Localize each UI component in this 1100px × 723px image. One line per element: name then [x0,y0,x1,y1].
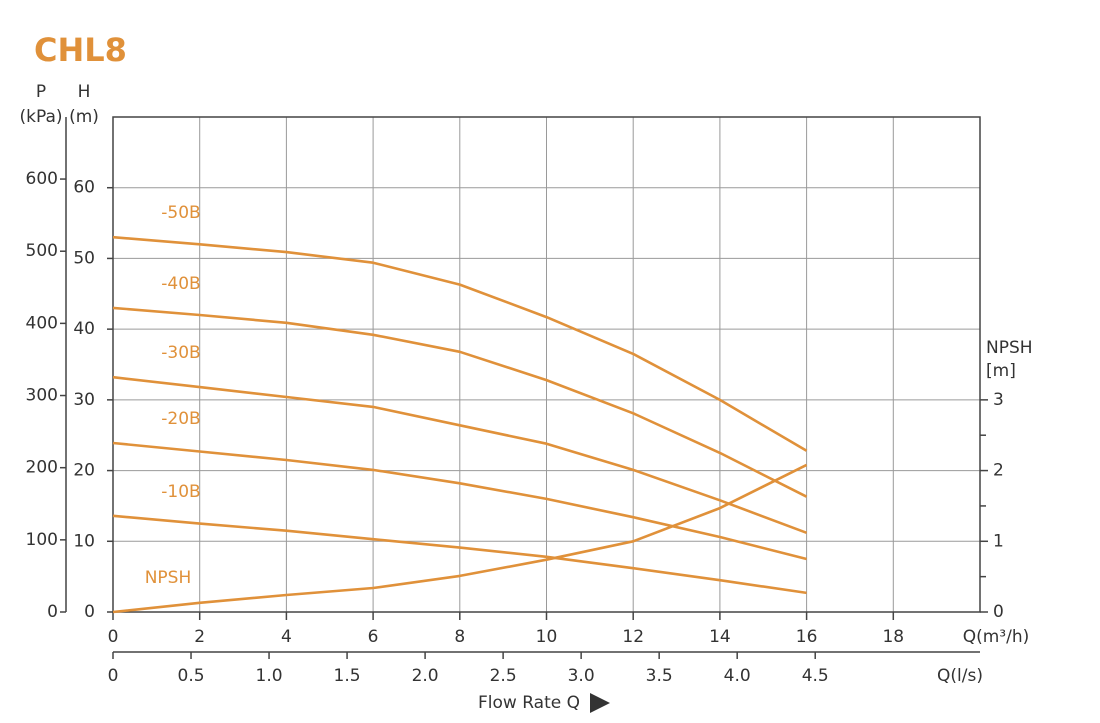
x2-tick-label: 2.0 [412,666,439,686]
x-tick-label: 8 [454,627,465,647]
series-label: -30B [161,343,200,363]
x-tick-label: 4 [281,627,292,647]
series-line [112,375,808,535]
x2-tick-label: 3.0 [568,666,595,686]
series-line [112,463,808,614]
y2-axis-unit: [m] [986,361,1016,381]
y-tick-label: 10 [73,531,95,551]
x2-tick-label: 4.5 [802,666,829,686]
y2-tick-label: 2 [993,461,1004,481]
y-axis-title: H [78,82,91,102]
x-tick-label: 14 [709,627,731,647]
p-tick-label: 400 [26,313,58,333]
x-axis-title: Flow Rate Q [478,693,580,713]
y2-axis-title: NPSH [986,338,1033,358]
x2-tick-label: 1.5 [334,666,361,686]
y2-tick-label: 0 [993,602,1004,622]
x2-tick-label: 0 [108,666,119,686]
x2-axis-unit: Q(l/s) [937,666,983,686]
series-line [112,306,808,498]
y-tick-label: 40 [73,319,95,339]
series-line [112,514,807,595]
y-tick-label: 50 [73,248,95,268]
x-axis-unit: Q(m³/h) [963,627,1030,647]
x2-tick-label: 2.5 [490,666,517,686]
p-tick-label: 300 [26,386,58,406]
y2-tick-label: 3 [993,390,1004,410]
x-tick-label: 0 [108,627,119,647]
x-tick-label: 2 [194,627,205,647]
y2-tick-label: 1 [993,531,1004,551]
x2-tick-label: 1.0 [256,666,283,686]
chart-title: CHL8 [34,31,127,69]
p-tick-label: 0 [47,602,58,622]
y-tick-label: 60 [73,178,95,198]
p-tick-label: 500 [26,241,58,261]
x2-tick-label: 4.0 [724,666,751,686]
x2-tick-label: 0.5 [178,666,205,686]
y-tick-label: 20 [73,461,95,481]
series-line [112,235,808,452]
p-tick-label: 100 [26,530,58,550]
p-tick-label: 200 [26,458,58,478]
x-tick-label: 12 [622,627,644,647]
series-label: -20B [161,409,200,429]
y-tick-label: 0 [84,602,95,622]
series-label: -10B [161,482,200,502]
y-tick-label: 30 [73,390,95,410]
series-line [112,441,807,561]
x-tick-label: 10 [536,627,558,647]
p-axis-unit: (kPa) [19,107,62,127]
x-tick-label: 16 [796,627,818,647]
y-axis-unit: (m) [69,107,99,127]
series-label: -40B [161,274,200,294]
x-tick-label: 6 [368,627,379,647]
series-label: -50B [161,203,200,223]
x-tick-label: 18 [882,627,904,647]
arrow [590,693,610,713]
x2-tick-label: 3.5 [646,666,673,686]
series-label: NPSH [145,568,192,588]
p-axis-title: P [36,82,46,102]
p-tick-label: 600 [26,169,58,189]
plot-frame [112,116,981,613]
